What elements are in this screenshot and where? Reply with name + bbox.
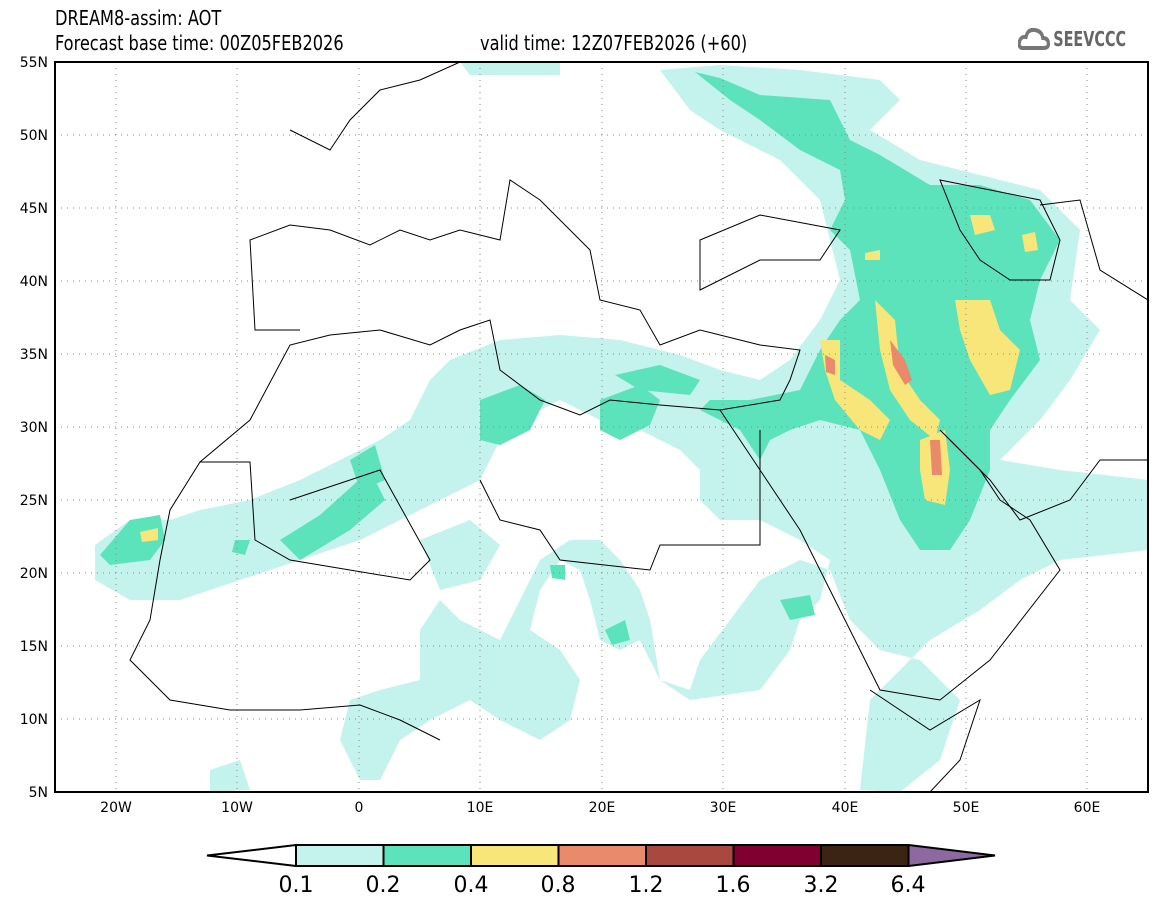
colorbar-label: 1.2 [629, 873, 664, 898]
lat-label: 35N [20, 347, 48, 363]
coastlines [129, 62, 1148, 792]
cloud-icon [1018, 27, 1050, 50]
lon-axis: 20W 10W 0 10E 20E 30E 40E 50E 60E [100, 800, 1100, 816]
lat-label: 25N [20, 493, 48, 509]
valid-time: valid time: 12Z07FEB2026 (+60) [480, 31, 748, 55]
colorbar-label: 0.1 [279, 873, 314, 898]
grid-lines [55, 62, 1148, 792]
lon-label: 40E [832, 800, 859, 816]
colorbar-box [557, 844, 647, 867]
colorbar-labels: 0.1 0.2 0.4 0.8 1.2 1.6 3.2 6.4 [279, 873, 926, 898]
lat-label: 40N [20, 274, 48, 290]
colorbar-box [732, 844, 822, 867]
colorbar-label: 0.4 [454, 873, 489, 898]
lat-label: 20N [20, 566, 48, 582]
colorbar-label: 6.4 [891, 873, 926, 898]
colorbar-box [820, 844, 910, 867]
lat-label: 10N [20, 712, 48, 728]
lat-label: 45N [20, 201, 48, 217]
lon-label: 20E [589, 800, 616, 816]
colorbar-box [470, 844, 560, 867]
lon-label: 60E [1074, 800, 1101, 816]
colorbar-box [382, 844, 472, 867]
colorbar-box [295, 844, 385, 867]
colorbar [206, 843, 996, 868]
lon-label: 50E [953, 800, 980, 816]
aot-0.4-0.8 [140, 215, 1038, 542]
logo-text: SEEVCCC [1053, 27, 1127, 51]
seevccc-logo: SEEVCCC [1018, 26, 1126, 52]
lat-label: 5N [29, 785, 48, 801]
lat-label: 30N [20, 420, 48, 436]
forecast-base-time: Forecast base time: 00Z05FEB2026 [55, 31, 344, 55]
lat-label: 55N [20, 55, 48, 71]
colorbar-label: 1.6 [716, 873, 751, 898]
aot-contours [95, 62, 1148, 792]
lon-label: 30E [710, 800, 737, 816]
map-frame [54, 61, 1149, 793]
lat-label: 50N [20, 128, 48, 144]
colorbar-label: 3.2 [804, 873, 839, 898]
colorbar-high-triangle [907, 843, 996, 868]
lon-label: 10E [467, 800, 494, 816]
lat-axis: 55N 50N 45N 40N 35N 30N 25N 20N 15N 10N … [20, 55, 48, 801]
lat-label: 15N [20, 639, 48, 655]
colorbar-label: 0.8 [541, 873, 576, 898]
colorbar-label: 0.2 [366, 873, 401, 898]
lon-label: 20W [100, 800, 132, 816]
colorbar-low-triangle [206, 843, 297, 868]
lon-label: 10W [221, 800, 253, 816]
lon-label: 0 [355, 800, 364, 816]
colorbar-box [645, 844, 735, 867]
aot-0.8-1.2 [825, 340, 942, 475]
map-title: DREAM8-assim: AOT [55, 6, 222, 30]
